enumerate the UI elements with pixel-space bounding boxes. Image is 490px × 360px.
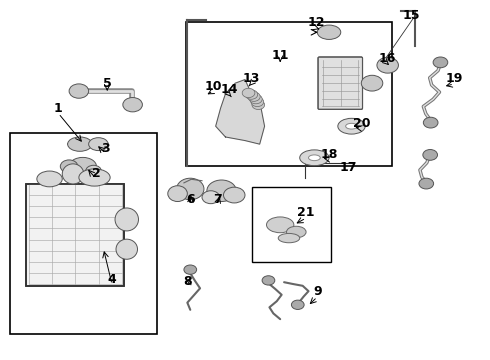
Ellipse shape <box>309 155 320 161</box>
Text: 8: 8 <box>184 275 192 288</box>
Ellipse shape <box>89 138 108 150</box>
Text: 17: 17 <box>340 161 357 174</box>
Text: 10: 10 <box>204 80 222 93</box>
Ellipse shape <box>116 239 138 259</box>
Text: 3: 3 <box>101 142 110 155</box>
Ellipse shape <box>419 178 434 189</box>
Ellipse shape <box>86 165 101 177</box>
Bar <box>10 134 157 334</box>
Ellipse shape <box>69 157 97 175</box>
Bar <box>252 187 331 262</box>
Ellipse shape <box>168 186 187 202</box>
Text: 15: 15 <box>402 9 420 22</box>
Text: 21: 21 <box>297 207 315 220</box>
Ellipse shape <box>262 276 275 285</box>
Text: 14: 14 <box>220 83 238 96</box>
Text: 4: 4 <box>108 273 117 286</box>
Ellipse shape <box>300 150 329 166</box>
Ellipse shape <box>251 97 264 107</box>
Text: 1: 1 <box>54 102 63 115</box>
Text: 2: 2 <box>92 167 100 180</box>
Polygon shape <box>216 80 265 144</box>
Ellipse shape <box>423 117 438 128</box>
Ellipse shape <box>245 90 258 99</box>
Ellipse shape <box>377 57 398 73</box>
Ellipse shape <box>79 169 110 186</box>
Ellipse shape <box>345 123 357 129</box>
Bar <box>26 184 124 286</box>
Text: 11: 11 <box>271 49 289 62</box>
Ellipse shape <box>278 233 300 243</box>
Text: 12: 12 <box>307 17 324 30</box>
Ellipse shape <box>318 25 341 40</box>
Text: 18: 18 <box>320 148 338 161</box>
Ellipse shape <box>338 118 365 134</box>
Ellipse shape <box>176 178 204 200</box>
Ellipse shape <box>62 164 84 184</box>
Text: 19: 19 <box>445 72 463 85</box>
Ellipse shape <box>423 149 438 160</box>
Ellipse shape <box>247 92 260 101</box>
FancyBboxPatch shape <box>318 57 363 109</box>
Ellipse shape <box>184 265 196 274</box>
Ellipse shape <box>292 300 304 310</box>
Ellipse shape <box>252 100 265 109</box>
Text: 6: 6 <box>186 193 195 206</box>
Ellipse shape <box>123 98 143 112</box>
Ellipse shape <box>361 75 383 91</box>
Ellipse shape <box>223 187 245 203</box>
Text: 16: 16 <box>379 52 396 65</box>
Ellipse shape <box>37 171 62 187</box>
Text: 7: 7 <box>213 193 221 206</box>
Text: 9: 9 <box>313 285 321 298</box>
Ellipse shape <box>242 88 255 98</box>
Ellipse shape <box>287 226 306 238</box>
Ellipse shape <box>202 191 220 204</box>
Ellipse shape <box>267 217 294 233</box>
Ellipse shape <box>433 57 448 68</box>
Ellipse shape <box>115 208 139 231</box>
Ellipse shape <box>69 84 89 98</box>
Bar <box>26 184 124 286</box>
Text: 13: 13 <box>242 72 260 85</box>
Ellipse shape <box>60 160 78 173</box>
Ellipse shape <box>68 137 92 151</box>
Ellipse shape <box>207 180 236 202</box>
Bar <box>186 22 392 166</box>
Text: 20: 20 <box>352 117 370 130</box>
Text: 5: 5 <box>103 77 112 90</box>
Ellipse shape <box>249 94 262 104</box>
